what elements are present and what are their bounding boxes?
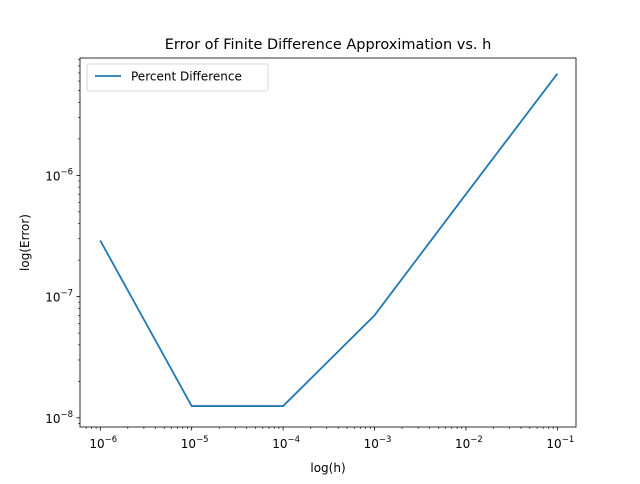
chart-title: Error of Finite Difference Approximation… xyxy=(165,37,492,53)
y-axis-label: log(Error) xyxy=(18,214,32,271)
y-tick-label: 10−7 xyxy=(45,289,73,305)
x-tick-label: 10−1 xyxy=(546,435,574,451)
x-tick-label: 10−4 xyxy=(272,435,300,451)
x-axis-label: log(h) xyxy=(310,461,345,475)
legend-label: Percent Difference xyxy=(131,70,242,84)
legend-box xyxy=(86,63,269,92)
legend: Percent Difference xyxy=(86,63,269,92)
x-tick-label: 10−2 xyxy=(455,435,483,451)
series-line-0 xyxy=(99,73,559,407)
y-tick-label: 10−8 xyxy=(45,410,73,426)
x-tick-label: 10−6 xyxy=(89,435,117,451)
plot-frame xyxy=(79,57,577,428)
y-tick-label: 10−6 xyxy=(45,167,73,183)
x-tick-label: 10−5 xyxy=(181,435,209,451)
x-tick-label: 10−3 xyxy=(364,435,392,451)
